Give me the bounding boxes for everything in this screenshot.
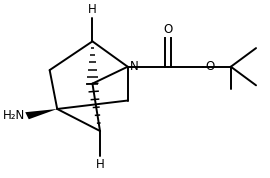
Text: H: H <box>88 3 97 16</box>
Polygon shape <box>25 109 57 119</box>
Text: N: N <box>130 60 139 73</box>
Text: O: O <box>163 23 173 36</box>
Text: O: O <box>205 60 214 73</box>
Text: H₂N: H₂N <box>3 109 25 122</box>
Text: H: H <box>96 158 104 171</box>
